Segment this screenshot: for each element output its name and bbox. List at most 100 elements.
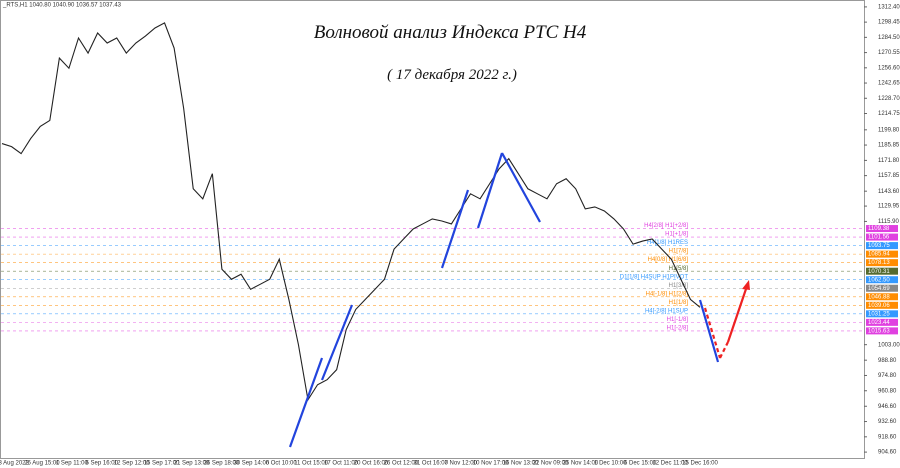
x-tick-label: 7 Nov 12:00 — [445, 461, 478, 467]
level-tag — [866, 327, 898, 335]
x-tick-label: 15 Sep 17:00 — [144, 461, 180, 467]
x-tick-label: 16 Nov 13:00 — [503, 461, 539, 467]
level-tag — [866, 225, 898, 233]
level-value: 1046.88 — [868, 294, 890, 300]
level-tag — [866, 242, 898, 250]
x-tick-label: 22 Nov 09:00 — [533, 461, 569, 467]
wave-line — [440, 189, 470, 269]
level-value: 1085.94 — [868, 252, 890, 258]
level-tag — [866, 293, 898, 301]
y-tick-label: 1115.90 — [878, 219, 899, 225]
forecast-line — [726, 285, 749, 343]
x-tick-label: 6 Sep 16:00 — [86, 461, 119, 467]
level-value: 1054.69 — [868, 286, 890, 292]
level-name: H1[-1/8] — [667, 317, 689, 323]
plot-frame — [0, 0, 865, 459]
level-name: H4[-2/8] H1SUP — [645, 308, 688, 314]
y-tick-label: 1129.95 — [878, 204, 900, 210]
x-tick-label: 6 Dec 15:00 — [624, 461, 657, 467]
chart-title: Волновой анализ Индекса РТС Н4 — [314, 22, 587, 43]
level-tag — [866, 284, 898, 292]
marks: 1312.40 1298.45 1284.50 1270.55 1256.60 1242.… — [0, 4, 900, 466]
level-value: 1031.25 — [868, 311, 890, 317]
level-tag — [866, 250, 898, 258]
forecast-line — [703, 307, 722, 359]
level-value: 1070.31 — [868, 269, 890, 275]
x-tick-label: 31 Oct 16:00 — [414, 461, 449, 467]
level-name: H1[1/8] — [669, 300, 689, 306]
wave-line — [288, 357, 324, 448]
level-value: 1062.50 — [868, 277, 890, 283]
chart-subtitle: ( 17 декабря 2022 г.) — [387, 67, 517, 83]
level-tag — [866, 301, 898, 309]
y-tick-label: 1003.00 — [878, 342, 900, 348]
level-tag — [866, 276, 898, 284]
level-name: H1[7/8] — [669, 249, 689, 255]
level-tag — [866, 310, 898, 318]
level-value: 1039.06 — [868, 303, 890, 309]
symbol-info: _RTS,H1 1040.80 1040.90 1036.57 1037.43 — [2, 3, 122, 9]
level-name: D1[1/8] H4SUP H1PIVOT — [620, 274, 689, 280]
x-tick-label: 21 Sep 13:00 — [174, 461, 210, 467]
y-tick-label: 1143.60 — [878, 189, 900, 195]
y-tick-label: 1284.50 — [878, 35, 900, 41]
y-tick-label: 1199.80 — [878, 127, 900, 133]
y-tick-label: 1171.80 — [878, 158, 900, 164]
wave-line — [476, 152, 504, 229]
y-tick-label: 946.60 — [878, 404, 897, 410]
y-tick-label: 932.60 — [878, 419, 897, 425]
level-name: H4[-1/8] H1[2/8] — [646, 291, 689, 297]
level-name: H4[2/8] H1[+2/8] — [644, 223, 688, 229]
level-tag — [866, 233, 898, 241]
x-tick-label: 25 Nov 14:00 — [562, 461, 598, 467]
x-tick-label: 15 Dec 16:00 — [682, 461, 718, 467]
wave-lines — [288, 152, 750, 448]
forecast-arrow — [742, 280, 750, 290]
x-tick-label: 10 Nov 17:00 — [473, 461, 509, 467]
level-name: H1[-2/8] — [667, 325, 689, 331]
y-tick-label: 1256.60 — [878, 65, 900, 71]
level-tag — [866, 318, 898, 326]
level-value: 1101.56 — [868, 235, 890, 241]
level-name: H4[1/8] H1RES — [647, 240, 688, 246]
level-name: H4[0/8] H1[6/8] — [648, 257, 689, 263]
y-tick-label: 1228.70 — [878, 96, 900, 102]
x-tick-label: 1 Sep 11:00 — [56, 461, 89, 467]
x-tick-label: 23 Aug 2022 — [0, 461, 30, 467]
x-tick-label: 26 Oct 12:00 — [384, 461, 419, 467]
level-value: 1078.13 — [868, 260, 890, 266]
level-name: H1[5/8] — [669, 266, 689, 272]
x-tick-label: 26 Aug 15:00 — [24, 461, 60, 467]
level-tag — [866, 267, 898, 275]
x-tick-label: 17 Oct 11:00 — [324, 461, 359, 467]
wave-line — [320, 304, 354, 381]
level-value: 1093.75 — [868, 243, 890, 249]
x-tick-label: 11 Oct 15:00 — [294, 461, 329, 467]
level-value: 1109.38 — [868, 226, 890, 232]
level-name: H1[3/8] — [669, 283, 689, 289]
x-tick-label: 12 Sep 12:00 — [114, 461, 150, 467]
y-tick-label: 988.80 — [878, 358, 897, 364]
x-tick-label: 20 Oct 16:00 — [354, 461, 389, 467]
level-name: H1[+1/8] — [665, 232, 688, 238]
level-value: 1023.44 — [868, 320, 890, 326]
wave-line — [501, 152, 541, 223]
y-tick-label: 1185.85 — [878, 143, 900, 149]
y-tick-label: 1312.40 — [878, 4, 900, 10]
price-line — [1, 22, 701, 402]
y-tick-label: 904.60 — [878, 450, 897, 456]
y-tick-label: 1214.75 — [878, 111, 900, 117]
x-tick-label: 6 Oct 10:00 — [266, 461, 298, 467]
y-tick-label: 1242.65 — [878, 81, 900, 87]
y-tick-label: 974.80 — [878, 373, 897, 379]
level-tag — [866, 259, 898, 267]
y-tick-label: 918.60 — [878, 434, 897, 440]
y-tick-label: 960.80 — [878, 388, 897, 394]
wave-line — [698, 299, 720, 363]
x-tick-label: 1 Dec 10:00 — [594, 461, 627, 467]
level-value: 1015.63 — [868, 328, 890, 334]
y-tick-label: 1157.85 — [878, 173, 900, 179]
y-tick-label: 1298.45 — [878, 20, 900, 26]
x-tick-label: 26 Sep 18:00 — [204, 461, 240, 467]
